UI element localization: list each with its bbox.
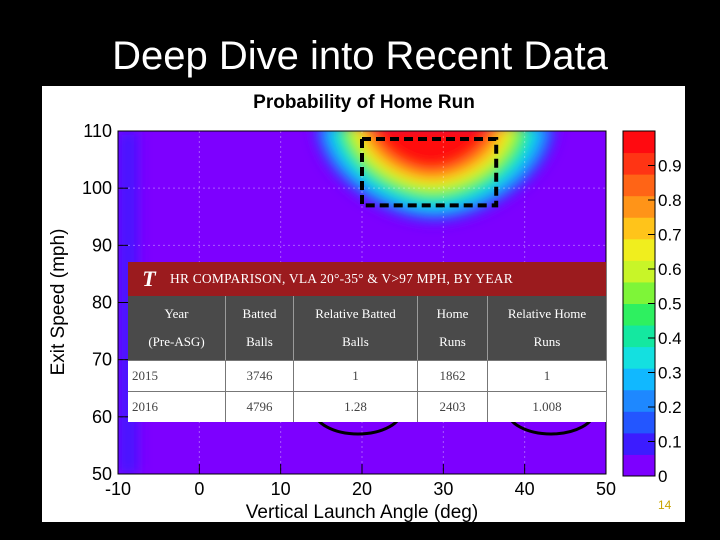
colorbar-tick-label: 0.8 (658, 191, 682, 210)
colorbar-segment (623, 131, 655, 154)
slide-number: 14 (658, 498, 672, 512)
table-cell: 1.28 (294, 392, 418, 422)
y-tick-label: 90 (92, 235, 112, 255)
colorbar-tick-label: 0.5 (658, 295, 682, 314)
x-tick-label: 50 (596, 479, 616, 499)
table-row-2016: 2016 4796 1.28 2403 1.008 (128, 391, 606, 422)
colorbar-segment (623, 368, 655, 391)
colorbar-tick-label: 0.6 (658, 260, 682, 279)
table-column-headers: Year (Pre-ASG) Batted Balls Relative Bat… (128, 296, 606, 360)
x-tick-label: 30 (433, 479, 453, 499)
y-tick-label: 70 (92, 350, 112, 370)
colorbar-segment (623, 152, 655, 175)
colorbar-segment (623, 454, 655, 477)
heatmap-contours (118, 131, 557, 474)
column-header-batted-balls: Batted Balls (226, 296, 294, 360)
colorbar-segment (623, 303, 655, 326)
colorbar-tick-label: 0.1 (658, 433, 682, 452)
colorbar-tick-label: 0.3 (658, 364, 682, 383)
y-tick-label: 60 (92, 407, 112, 427)
colorbar: 0 0.1 0.2 0.3 0.4 0.5 0.6 0.7 0.8 0.9 (622, 130, 682, 486)
column-header-year: Year (Pre-ASG) (128, 296, 226, 360)
table-cell: 2403 (418, 392, 488, 422)
table-header-bar: T HR COMPARISON, VLA 20°-35° & V>97 MPH,… (128, 262, 606, 296)
table-title: HR COMPARISON, VLA 20°-35° & V>97 MPH, B… (170, 271, 513, 286)
colorbar-tick-label: 0.2 (658, 398, 682, 417)
colorbar-segment (623, 325, 655, 348)
colorbar-segment (623, 217, 655, 240)
y-tick-label: 100 (82, 178, 112, 198)
colorbar-segment (623, 174, 655, 197)
table-cell: 1 (543, 368, 551, 383)
x-axis-label: Vertical Launch Angle (deg) (246, 502, 478, 522)
x-axis-ticks: -10 0 10 20 30 40 50 (105, 464, 616, 499)
y-tick-label: 110 (83, 121, 112, 141)
colorbar-tick-label: 0.4 (658, 329, 682, 348)
colorbar-segment (623, 389, 655, 412)
colorbar-segment (623, 346, 655, 369)
y-axis-ticks: 50 60 70 80 90 100 110 (82, 121, 128, 484)
table-cell: 4796 (226, 392, 294, 422)
x-tick-label: -10 (105, 479, 131, 499)
colorbar-segment (623, 260, 655, 283)
column-header-relative-batted-balls: Relative Batted Balls (294, 296, 418, 360)
colorbar-segment (623, 432, 655, 455)
x-tick-label: 20 (352, 479, 372, 499)
colorbar-tick-label: 0.9 (658, 157, 682, 176)
table-cell: 1.008 (532, 399, 562, 414)
y-tick-label: 50 (92, 464, 112, 484)
table-cell: 2015 (128, 361, 226, 391)
slide-title: Deep Dive into Recent Data (112, 34, 608, 78)
colorbar-tick-label: 0 (658, 467, 667, 486)
x-tick-label: 10 (271, 479, 291, 499)
colorbar-segment (623, 281, 655, 304)
colorbar-segment (623, 411, 655, 434)
team-logo: T (142, 266, 156, 291)
hr-comparison-table: T HR COMPARISON, VLA 20°-35° & V>97 MPH,… (128, 262, 606, 423)
table-cell: 3746 (226, 361, 294, 391)
colorbar-segment (623, 195, 655, 218)
column-header-relative-home-runs: Relative Home Runs (507, 306, 587, 349)
highlight-box (360, 137, 499, 208)
table-cell: 1862 (418, 361, 488, 391)
column-header-home-runs: Home Runs (418, 296, 488, 360)
colorbar-segment (623, 238, 655, 261)
y-tick-label: 80 (92, 293, 112, 313)
heatmap-region (118, 131, 557, 474)
y-axis-label: Exit Speed (mph) (48, 229, 69, 376)
table-cell: 1 (294, 361, 418, 391)
x-tick-label: 0 (194, 479, 204, 499)
table-row-2015: 2015 3746 1 1862 1 (128, 360, 606, 391)
colorbar-tick-label: 0.7 (658, 226, 682, 245)
x-tick-label: 40 (515, 479, 535, 499)
chart-title: Probability of Home Run (253, 92, 475, 113)
table-cell: 2016 (128, 392, 226, 422)
